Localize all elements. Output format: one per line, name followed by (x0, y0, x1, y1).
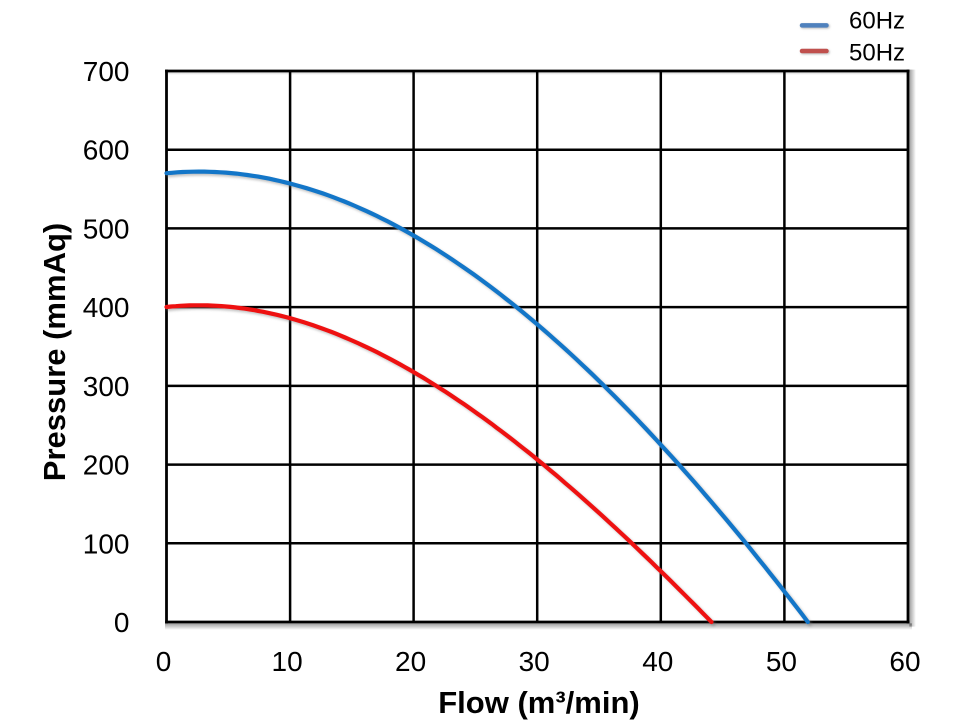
svg-text:500: 500 (83, 213, 130, 244)
svg-text:100: 100 (83, 528, 130, 559)
svg-text:Flow (m³/min): Flow (m³/min) (438, 685, 639, 720)
svg-text:600: 600 (83, 135, 130, 166)
svg-text:60Hz: 60Hz (849, 8, 905, 35)
svg-text:50: 50 (766, 646, 797, 677)
svg-text:0: 0 (114, 607, 130, 638)
svg-text:Pressure (mmAq): Pressure (mmAq) (37, 223, 72, 481)
svg-text:20: 20 (395, 646, 426, 677)
svg-text:50Hz: 50Hz (849, 40, 905, 67)
svg-text:60: 60 (889, 646, 920, 677)
svg-text:400: 400 (83, 292, 130, 323)
svg-text:700: 700 (83, 56, 130, 87)
svg-text:10: 10 (272, 646, 303, 677)
svg-text:0: 0 (156, 646, 172, 677)
svg-text:30: 30 (519, 646, 550, 677)
svg-text:200: 200 (83, 450, 130, 481)
svg-text:300: 300 (83, 371, 130, 402)
svg-text:40: 40 (642, 646, 673, 677)
